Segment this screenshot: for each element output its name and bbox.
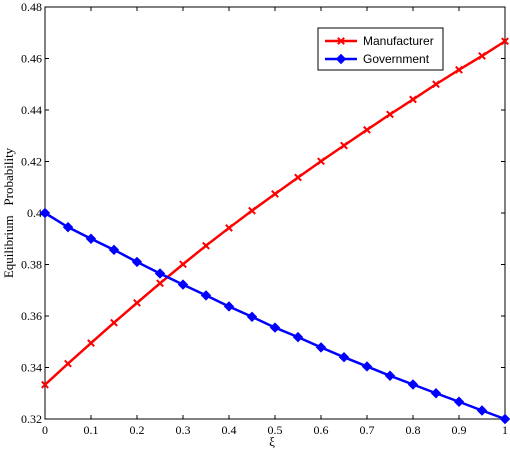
data-point-government (200, 290, 212, 301)
y-tick-label: 0.42 (21, 155, 42, 169)
data-point-government (223, 301, 235, 312)
data-point-government (39, 207, 51, 219)
y-axis: 0.32 0.34 0.36 0.38 0.4 0.42 0.44 0.46 0.48 (21, 0, 505, 426)
data-point-manufacturer (110, 318, 118, 327)
y-axis-label: Equilibrium Probability (1, 147, 16, 278)
data-point-manufacturer (455, 65, 463, 74)
legend-marker-symbol (337, 37, 345, 45)
x-tick-label: 0.2 (130, 423, 145, 437)
data-point-government (269, 322, 281, 333)
data-point-manufacturer (317, 157, 325, 166)
data-point-government (499, 413, 510, 425)
y-tick-label: 0.4 (27, 206, 42, 220)
y-tick-label: 0.36 (21, 309, 42, 323)
x-tick-label: 0 (42, 423, 48, 437)
data-point-manufacturer (156, 279, 164, 288)
data-point-manufacturer (409, 95, 417, 104)
legend: Manufacturer Government (317, 27, 444, 71)
data-point-manufacturer (41, 380, 49, 389)
data-point-government (177, 279, 189, 290)
x-tick-label: 0.1 (84, 423, 99, 437)
y-tick-label: 0.46 (21, 52, 42, 66)
y-tick-label: 0.32 (21, 412, 42, 426)
x-tick-label: 0.5 (268, 423, 283, 437)
x-axis-label: ξ (269, 434, 275, 449)
data-point-manufacturer (179, 260, 187, 269)
legend-box (317, 27, 444, 71)
data-point-government (246, 311, 258, 322)
series-manufacturer (41, 37, 509, 389)
data-point-manufacturer (386, 110, 394, 119)
legend-label-manufacturer: Manufacturer (363, 34, 434, 48)
legend-label-government: Government (363, 52, 430, 66)
y-tick-label: 0.48 (21, 0, 42, 14)
data-point-manufacturer (202, 241, 210, 250)
data-point-manufacturer (225, 224, 233, 232)
data-point-government (292, 331, 304, 343)
x-tick-label: 0.9 (452, 423, 467, 437)
data-point-government (154, 268, 166, 279)
data-point-manufacturer (133, 298, 141, 307)
data-point-manufacturer (271, 190, 279, 198)
data-point-manufacturer (501, 37, 509, 46)
data-point-manufacturer (87, 339, 95, 347)
data-point-government (108, 244, 120, 256)
data-point-manufacturer (340, 141, 348, 150)
x-tick-label: 0.8 (406, 423, 421, 437)
data-point-government (384, 370, 396, 381)
data-point-government (476, 405, 488, 416)
legend-marker-symbol (335, 53, 347, 65)
x-axis: 0 0.1 0.2 0.3 0.4 0.5 0.6 0.7 0.8 0.9 1 (42, 7, 508, 437)
data-point-government (407, 379, 419, 390)
data-point-manufacturer (64, 359, 72, 368)
legend-marker-government (335, 53, 347, 65)
x-tick-label: 0.4 (222, 423, 237, 437)
data-point-government (430, 388, 442, 399)
data-point-government (85, 233, 97, 244)
y-tick-label: 0.38 (21, 258, 42, 272)
data-point-government (315, 342, 327, 353)
x-tick-label: 0.6 (314, 423, 329, 437)
legend-marker-manufacturer (337, 37, 345, 45)
x-tick-label: 0.3 (176, 423, 191, 437)
x-tick-label: 0.7 (360, 423, 375, 437)
y-tick-label: 0.34 (21, 361, 42, 375)
y-tick-label: 0.44 (21, 103, 42, 117)
data-point-government (62, 221, 74, 233)
data-point-government (131, 256, 143, 268)
x-tick-label: 1 (502, 423, 508, 437)
data-point-manufacturer (294, 173, 302, 182)
series-government (39, 207, 510, 425)
data-point-government (361, 361, 373, 372)
data-point-manufacturer (432, 80, 440, 89)
data-point-manufacturer (248, 206, 256, 215)
data-point-manufacturer (363, 125, 371, 134)
data-point-manufacturer (478, 52, 486, 60)
data-point-government (453, 396, 465, 407)
plot-area (44, 6, 506, 420)
series-layer (39, 37, 510, 425)
data-point-government (338, 351, 350, 363)
